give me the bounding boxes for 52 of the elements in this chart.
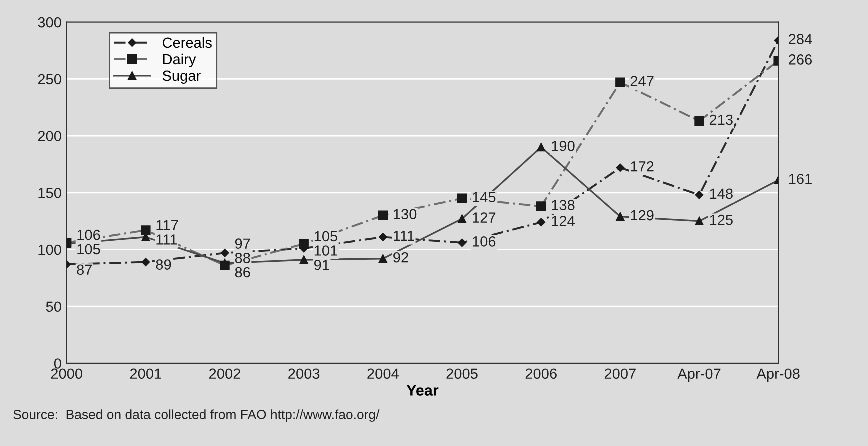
data-label: 125 xyxy=(710,214,733,226)
y-tick-label: 200 xyxy=(38,131,62,142)
data-label: 145 xyxy=(473,192,496,202)
data-label: 124 xyxy=(552,216,575,226)
data-label: 91 xyxy=(314,260,330,270)
y-tick-label: 300 xyxy=(38,17,62,28)
data-label: 92 xyxy=(394,252,408,263)
x-tick-label: 2006 xyxy=(526,368,557,380)
data-label: 87 xyxy=(77,264,92,276)
x-tick-label: 2004 xyxy=(368,368,399,380)
source-note: Source: Based on data collected from FAO http://www.fao.org/ xyxy=(14,410,380,422)
data-label: 111 xyxy=(394,230,414,242)
x-tick-label: Apr-08 xyxy=(756,368,800,382)
legend-label: Sugar xyxy=(162,70,201,84)
y-tick-label: 150 xyxy=(38,188,62,198)
x-axis-title: Year xyxy=(406,385,439,396)
data-label: 161 xyxy=(789,174,812,184)
y-tick-label: 100 xyxy=(38,244,62,256)
data-label: 247 xyxy=(630,76,654,86)
data-label: 266 xyxy=(789,54,812,65)
data-label: 86 xyxy=(235,267,250,278)
data-label: 213 xyxy=(710,114,733,126)
x-tick-label: 2005 xyxy=(446,368,478,380)
x-tick-label: Apr-07 xyxy=(678,368,721,382)
data-label: 111 xyxy=(156,234,178,245)
data-label: 148 xyxy=(710,188,733,200)
data-label: 284 xyxy=(789,34,812,44)
data-label: 190 xyxy=(552,140,575,152)
data-label: 105 xyxy=(314,231,338,242)
data-label: 130 xyxy=(394,209,417,220)
x-tick-label: 2002 xyxy=(210,368,240,380)
y-tick-label: 50 xyxy=(46,302,62,312)
data-label: 101 xyxy=(314,246,338,256)
x-tick-label: 2003 xyxy=(288,368,320,380)
legend-label: Cereals xyxy=(162,37,212,48)
data-label: 129 xyxy=(631,210,654,221)
y-tick-label: 250 xyxy=(38,74,62,85)
data-label: 106 xyxy=(78,230,100,240)
x-tick-label: 2007 xyxy=(604,368,636,380)
data-label: 117 xyxy=(156,220,178,230)
x-tick-label: 2000 xyxy=(51,368,82,380)
data-label: 97 xyxy=(235,238,250,250)
data-label: 172 xyxy=(631,161,654,172)
data-label: 138 xyxy=(552,200,575,210)
x-tick-label: 2001 xyxy=(130,368,162,380)
data-label: 88 xyxy=(235,253,250,264)
data-label: 106 xyxy=(473,236,496,247)
data-label: 105 xyxy=(78,244,100,255)
y-tick-label: 0 xyxy=(54,358,62,369)
data-label: 89 xyxy=(156,260,172,270)
legend-label: Dairy xyxy=(163,54,196,68)
data-label: 127 xyxy=(473,212,496,223)
